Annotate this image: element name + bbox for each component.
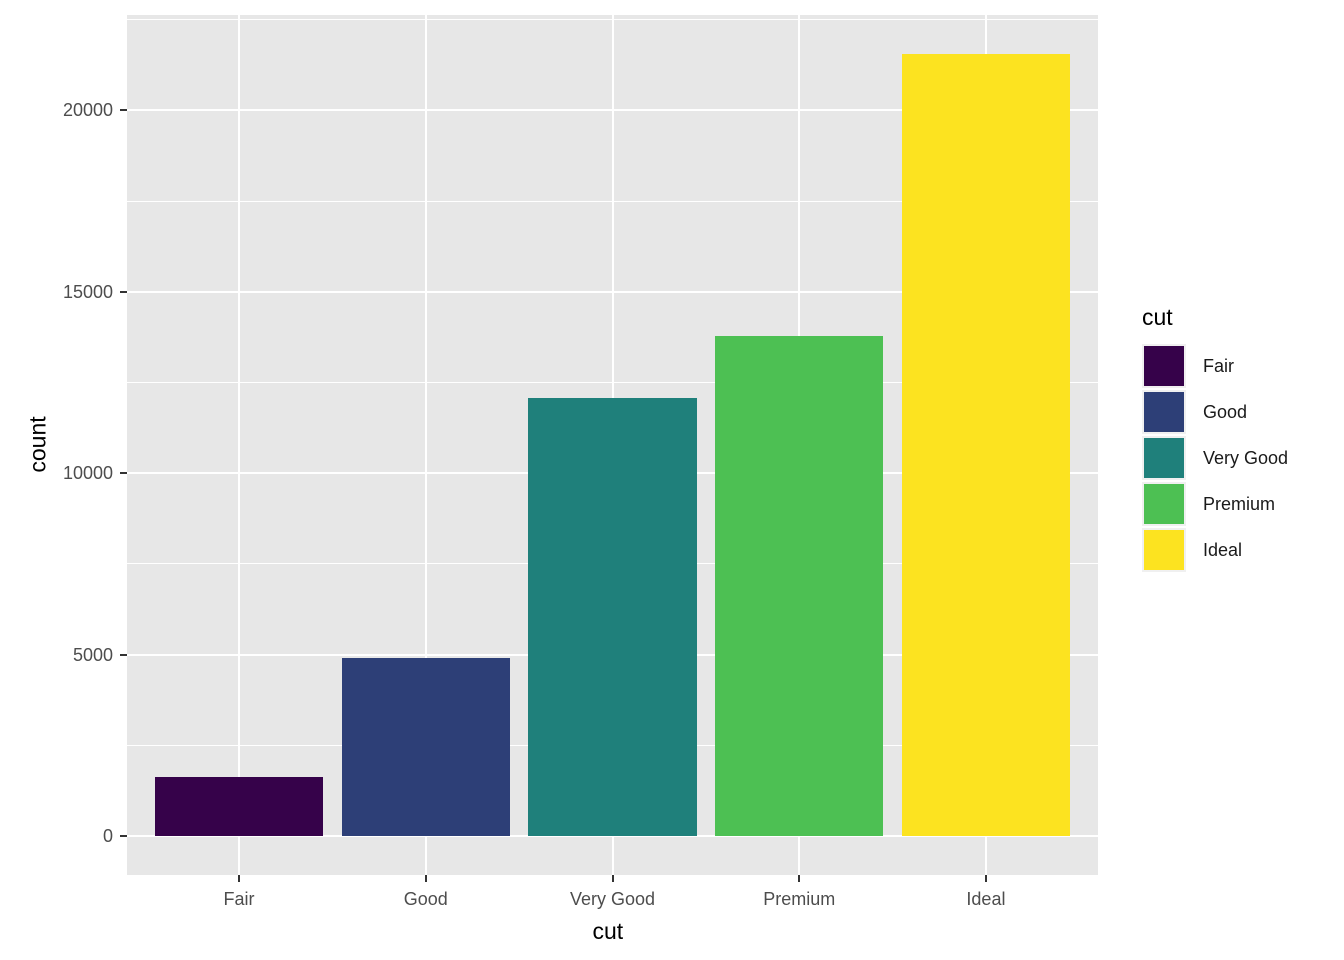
legend-item-fair: Fair — [1142, 343, 1344, 389]
legend-item-very-good: Very Good — [1142, 435, 1344, 481]
x-tick-mark-very-good — [611, 875, 614, 882]
legend-item-premium: Premium — [1142, 481, 1344, 527]
legend-label: Very Good — [1203, 448, 1289, 468]
x-axis-tick-label: Very Good — [569, 889, 656, 909]
legend-label: Premium — [1203, 494, 1276, 514]
y-tick-mark-0 — [120, 834, 127, 837]
legend-label: Fair — [1203, 356, 1234, 376]
legend-item-ideal: Ideal — [1142, 527, 1344, 573]
x-axis-title: cut — [592, 918, 624, 944]
legend-label: Good — [1203, 402, 1248, 422]
legend-title: cut — [1142, 304, 1173, 330]
y-axis-tick-label: 10000 — [62, 463, 113, 484]
legend-swatch — [1144, 346, 1184, 386]
legend-swatch — [1144, 530, 1184, 570]
bar-very-good — [528, 397, 697, 836]
x-tick-mark-ideal — [984, 875, 987, 882]
gridline-major-x-good — [424, 15, 427, 875]
legend-swatch — [1144, 392, 1184, 432]
x-axis-tick-label: Fair — [223, 889, 255, 909]
y-axis-tick-label: 20000 — [62, 100, 113, 121]
bar-good — [341, 657, 510, 836]
x-axis-tick-label: Good — [403, 889, 448, 909]
y-tick-mark-15000 — [120, 290, 127, 293]
bar-premium — [715, 335, 884, 836]
legend-swatch — [1144, 484, 1184, 524]
y-axis-title: count — [24, 416, 51, 473]
plot-panel — [127, 15, 1098, 875]
x-tick-mark-fair — [238, 875, 241, 882]
legend-label: Ideal — [1203, 540, 1243, 560]
x-tick-mark-premium — [798, 875, 801, 882]
legend-items: Fair Good Very Good Premium Ideal — [1142, 343, 1344, 573]
y-axis-tick-label: 15000 — [62, 281, 113, 302]
legend: cut Fair Good Very Good Premium Ideal — [1142, 306, 1344, 573]
gridline-major-x-fair — [238, 15, 241, 875]
legend-item-good: Good — [1142, 389, 1344, 435]
y-tick-mark-20000 — [120, 109, 127, 112]
x-tick-mark-good — [424, 875, 427, 882]
x-axis-tick-label: Ideal — [966, 889, 1006, 909]
y-tick-mark-5000 — [120, 653, 127, 656]
y-tick-mark-10000 — [120, 472, 127, 475]
y-axis-tick-label: 0 — [102, 825, 113, 846]
bar-ideal — [901, 54, 1070, 836]
bar-fair — [155, 777, 324, 836]
legend-swatch — [1144, 438, 1184, 478]
y-axis-tick-label: 5000 — [72, 644, 113, 665]
x-axis-tick-label: Premium — [763, 889, 836, 909]
